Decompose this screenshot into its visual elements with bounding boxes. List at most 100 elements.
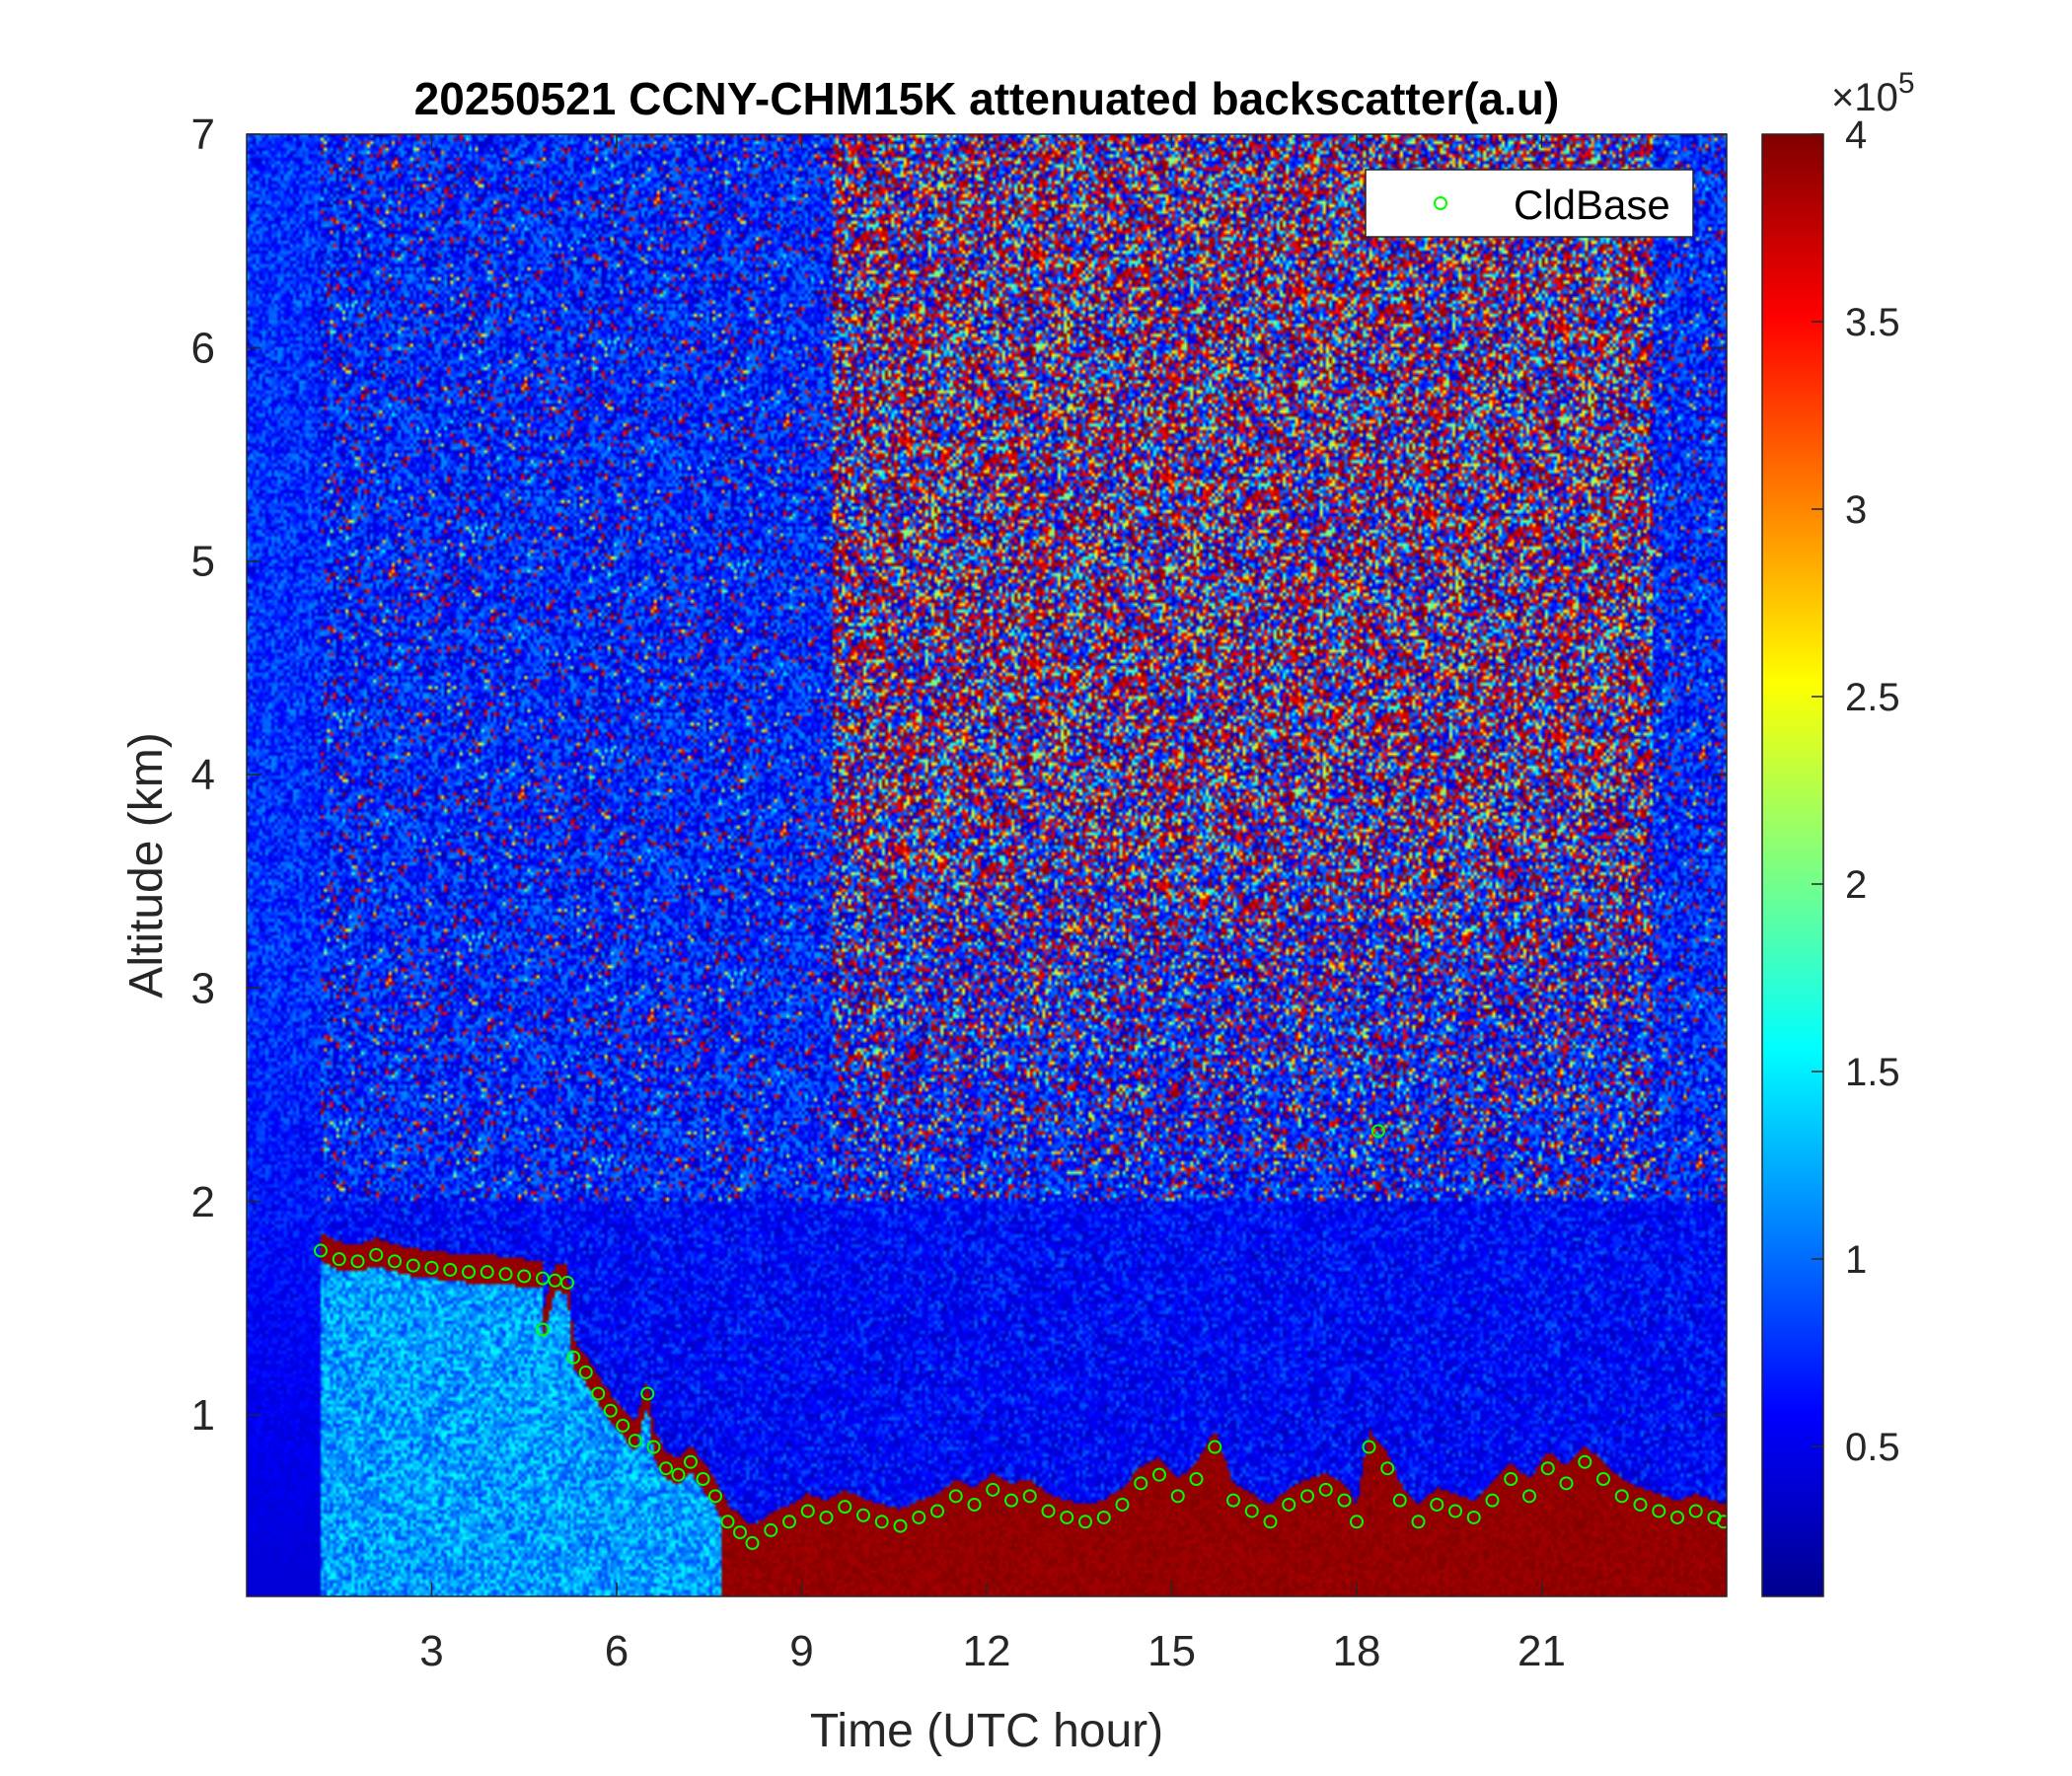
cldbase-point — [640, 1386, 655, 1401]
colorbar-ticks: 0.5 1 1.5 2 2.5 3 3.5 4 — [1812, 113, 1900, 1469]
cldbase-point — [1596, 1472, 1610, 1487]
y-tick-label: 7 — [191, 111, 215, 159]
cldbase-point — [1633, 1497, 1648, 1512]
cldbase-point — [1540, 1461, 1555, 1476]
cldbase-point — [912, 1510, 926, 1524]
cldbase-point — [800, 1504, 815, 1518]
x-tick-label: 6 — [605, 1627, 629, 1675]
cldbase-point — [1041, 1504, 1056, 1518]
cldbase-point — [1362, 1440, 1376, 1454]
cldbase-point — [930, 1504, 944, 1518]
cldbase-point — [603, 1403, 618, 1418]
cldbase-point — [1282, 1497, 1296, 1512]
x-tick-label: 21 — [1517, 1627, 1566, 1675]
cldbase-point — [1614, 1489, 1629, 1504]
cldbase-point — [1300, 1489, 1314, 1504]
cldbase-point — [1134, 1476, 1148, 1491]
colorbar-tick-label: 1.5 — [1845, 1051, 1900, 1094]
cldbase-point — [1226, 1493, 1240, 1508]
cldbase-point — [1430, 1497, 1444, 1512]
colorbar-exponent-power: 5 — [1898, 67, 1915, 100]
cldbase-point — [1022, 1489, 1037, 1504]
cldbase-point — [462, 1265, 476, 1280]
cldbase-point — [517, 1269, 532, 1284]
y-ticks: 1 2 3 4 5 6 7 — [191, 111, 1727, 1440]
cldbase-point — [659, 1461, 673, 1476]
cldbase-point — [708, 1489, 722, 1504]
cldbase-point — [1448, 1504, 1462, 1518]
cldbase-point — [948, 1489, 963, 1504]
legend-label-cldbase: CldBase — [1514, 182, 1670, 228]
y-tick-label: 6 — [191, 324, 215, 372]
cldbase-point — [720, 1515, 735, 1529]
colorbar-tick-label: 3.5 — [1845, 301, 1900, 344]
cldbase-point — [314, 1243, 328, 1258]
cldbase-point — [967, 1497, 982, 1512]
legend: CldBase — [1365, 169, 1694, 238]
y-tick-label: 2 — [191, 1178, 215, 1226]
colorbar-frame — [1761, 133, 1824, 1597]
cldbase-point — [1263, 1515, 1278, 1529]
legend-box — [1365, 169, 1694, 238]
cldbase-point — [591, 1386, 606, 1401]
x-ticks: 3 6 9 12 15 18 21 — [419, 134, 1566, 1675]
cldbase-point — [1318, 1482, 1333, 1497]
x-axis-label: Time (UTC hour) — [810, 1705, 1163, 1757]
cldbase-point — [1380, 1461, 1395, 1476]
cldbase-point — [1244, 1504, 1259, 1518]
cldbase-point — [893, 1518, 908, 1533]
cldbase-point — [628, 1434, 642, 1448]
cldbase-point — [1115, 1497, 1130, 1512]
cldbase-point — [1392, 1493, 1407, 1508]
cldbase-point — [1716, 1515, 1727, 1529]
cldbase-point — [986, 1482, 1000, 1497]
cldbase-point — [369, 1247, 384, 1262]
cldbase-point — [646, 1440, 661, 1454]
cldbase-point — [424, 1260, 439, 1275]
cldbase-point — [764, 1522, 778, 1537]
cldbase-point — [616, 1418, 630, 1433]
cldbase-point — [874, 1515, 889, 1529]
y-tick-label: 1 — [191, 1391, 215, 1440]
cldbase-point — [1350, 1515, 1364, 1529]
colorbar-tick-label: 3 — [1845, 488, 1867, 532]
colorbar-exponent-base: ×10 — [1831, 76, 1898, 119]
y-tick-label: 4 — [191, 751, 215, 799]
colorbar-tick-label: 2 — [1845, 863, 1867, 907]
cldbase-point — [1559, 1476, 1574, 1491]
cldbase-point — [1078, 1515, 1092, 1529]
cldbase-point — [350, 1254, 365, 1269]
chart-title: 20250521 CCNY-CHM15K attenuated backscat… — [414, 73, 1560, 124]
x-tick-label: 12 — [963, 1627, 1011, 1675]
colorbar-gradient — [1762, 134, 1823, 1596]
cldbase-point — [819, 1510, 834, 1524]
cldbase-point — [1522, 1489, 1536, 1504]
cldbase-point — [1688, 1504, 1703, 1518]
cldbase-point — [443, 1262, 458, 1277]
cldbase-point — [566, 1350, 581, 1365]
colorbar-tick-label: 1 — [1845, 1238, 1867, 1282]
y-tick-label: 3 — [191, 964, 215, 1012]
cldbase-point — [1208, 1440, 1222, 1454]
cldbase-point — [1152, 1467, 1166, 1482]
cldbase-point — [1170, 1489, 1185, 1504]
cldbase-point — [388, 1254, 402, 1269]
cldbase-point — [498, 1267, 513, 1282]
cldbase-point — [684, 1454, 698, 1469]
legend-marker-cldbase — [1434, 196, 1447, 210]
cldbase-markers — [314, 1124, 1727, 1550]
cldbase-point — [1189, 1472, 1204, 1487]
backscatter-heatmap — [247, 134, 1727, 1596]
colorbar-tick-label: 0.5 — [1845, 1426, 1900, 1469]
cldbase-point — [782, 1515, 796, 1529]
cldbase-point — [1578, 1454, 1592, 1469]
cldbase-point — [1370, 1124, 1385, 1139]
cldbase-point — [1504, 1472, 1518, 1487]
cldbase-point — [1060, 1510, 1074, 1524]
cldbase-point — [856, 1508, 870, 1522]
cldbase-point — [1337, 1493, 1352, 1508]
cldbase-point — [480, 1265, 494, 1280]
cldbase-point — [671, 1467, 686, 1482]
